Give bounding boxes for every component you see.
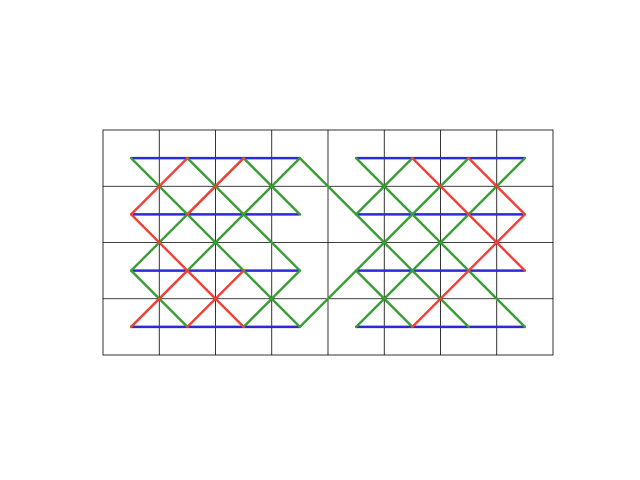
red-lines-layer [129,156,527,329]
blue-lines-layer [129,156,527,329]
red-line-segment [186,156,245,216]
red-line-segment [129,213,189,272]
green-line-segment [354,156,414,216]
green-line-segment [354,269,414,329]
red-line-segment [411,213,527,329]
red-line-segment [129,156,189,216]
grid-layer [102,129,554,356]
red-line-segment [411,156,527,272]
red-line-segment [129,269,189,329]
red-line-segment [467,156,527,216]
green-line-segment [242,269,302,329]
red-line-segment [186,269,245,329]
